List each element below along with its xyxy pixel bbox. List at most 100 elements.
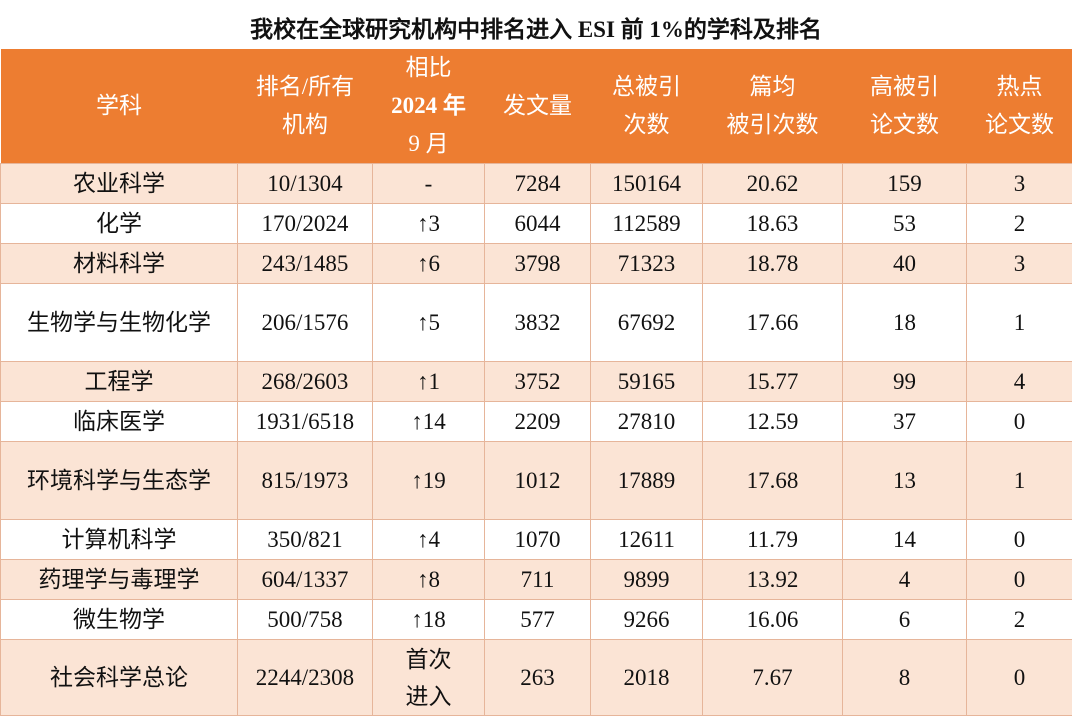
subject-cell: 药理学与毒理学 — [0, 559, 238, 600]
rank-cell: 268/2603 — [237, 361, 373, 402]
subject-cell: 社会科学总论 — [0, 639, 238, 716]
change-cell: ↑8 — [372, 559, 485, 600]
citations-cell: 17889 — [590, 441, 703, 520]
table-row: 计算机科学 350/821 ↑4 1070 12611 11.79 14 0 — [0, 519, 1072, 560]
papers-cell: 1012 — [484, 441, 591, 520]
papers-cell: 3798 — [484, 243, 591, 284]
citations-cell: 59165 — [590, 361, 703, 402]
citations-cell: 9266 — [590, 599, 703, 640]
citations-cell: 2018 — [590, 639, 703, 716]
table-row: 农业科学 10/1304-7284 150164 20.62 159 3 — [0, 163, 1072, 204]
hot-papers-cell: 2 — [966, 203, 1072, 244]
hot-papers-cell: 2 — [966, 599, 1072, 640]
subject-cell: 生物学与生物化学 — [0, 283, 238, 362]
papers-cell: 263 — [484, 639, 591, 716]
rank-cell: 10/1304 — [237, 163, 373, 204]
hot-papers-cell: 0 — [966, 401, 1072, 442]
highly-cited-cell: 40 — [842, 243, 967, 284]
subject-cell: 环境科学与生态学 — [0, 441, 238, 520]
cites-per-paper-cell: 7.67 — [702, 639, 843, 716]
citations-cell: 67692 — [590, 283, 703, 362]
header-hot-papers: 热点 论文数 — [966, 49, 1072, 164]
subject-cell: 农业科学 — [0, 163, 238, 204]
highly-cited-cell: 14 — [842, 519, 967, 560]
rank-cell: 170/2024 — [237, 203, 373, 244]
table-row: 社会科学总论 2244/2308 首次 进入 263 2018 7.67 8 0 — [0, 639, 1072, 716]
highly-cited-cell: 37 — [842, 401, 967, 442]
subject-cell: 工程学 — [0, 361, 238, 402]
header-row: 学科 排名/所有 机构 相比 2024 年 9 月 发文量 总被引 次数 篇均 … — [0, 49, 1072, 164]
rank-cell: 500/758 — [237, 599, 373, 640]
subject-cell: 计算机科学 — [0, 519, 238, 560]
rank-cell: 243/1485 — [237, 243, 373, 284]
change-cell: ↑18 — [372, 599, 485, 640]
highly-cited-cell: 53 — [842, 203, 967, 244]
header-papers: 发文量 — [484, 49, 591, 164]
hot-papers-cell: 0 — [966, 559, 1072, 600]
cites-per-paper-cell: 13.92 — [702, 559, 843, 600]
change-cell: ↑14 — [372, 401, 485, 442]
hot-papers-cell: 3 — [966, 163, 1072, 204]
rank-cell: 604/1337 — [237, 559, 373, 600]
table-row: 生物学与生物化学 206/1576 ↑5 3832 67692 17.66 18 1 — [0, 283, 1072, 362]
papers-cell: 577 — [484, 599, 591, 640]
highly-cited-cell: 18 — [842, 283, 967, 362]
table-title: 我校在全球研究机构中排名进入 ESI 前 1%的学科及排名 — [250, 17, 822, 42]
hot-papers-cell: 1 — [966, 441, 1072, 520]
highly-cited-cell: 159 — [842, 163, 967, 204]
papers-cell: 1070 — [484, 519, 591, 560]
table-row: 药理学与毒理学 604/1337 ↑8 711 9899 13.92 4 0 — [0, 559, 1072, 600]
papers-cell: 3752 — [484, 361, 591, 402]
highly-cited-cell: 8 — [842, 639, 967, 716]
cites-per-paper-cell: 16.06 — [702, 599, 843, 640]
citations-cell: 12611 — [590, 519, 703, 560]
subject-cell: 化学 — [0, 203, 238, 244]
rank-cell: 350/821 — [237, 519, 373, 560]
cites-per-paper-cell: 12.59 — [702, 401, 843, 442]
change-cell: ↑3 — [372, 203, 485, 244]
table-row: 化学 170/2024 ↑3 6044 112589 18.63 53 2 — [0, 203, 1072, 244]
change-cell: ↑1 — [372, 361, 485, 402]
papers-cell: 6044 — [484, 203, 591, 244]
cites-per-paper-cell: 18.63 — [702, 203, 843, 244]
citations-cell: 27810 — [590, 401, 703, 442]
cites-per-paper-cell: 17.66 — [702, 283, 843, 362]
rank-cell: 206/1576 — [237, 283, 373, 362]
citations-cell: 9899 — [590, 559, 703, 600]
subject-cell: 临床医学 — [0, 401, 238, 442]
cites-per-paper-cell: 18.78 — [702, 243, 843, 284]
header-cites-per-paper: 篇均 被引次数 — [702, 49, 843, 164]
papers-cell: 3832 — [484, 283, 591, 362]
table-row: 环境科学与生态学 815/1973 ↑19 1012 17889 17.68 13 1 — [0, 441, 1072, 520]
highly-cited-cell: 99 — [842, 361, 967, 402]
cites-per-paper-cell: 17.68 — [702, 441, 843, 520]
papers-cell: 7284 — [484, 163, 591, 204]
table-row: 临床医学 1931/6518 ↑14 2209 27810 12.59 37 0 — [0, 401, 1072, 442]
hot-papers-cell: 0 — [966, 519, 1072, 560]
hot-papers-cell: 1 — [966, 283, 1072, 362]
cites-per-paper-cell: 11.79 — [702, 519, 843, 560]
hot-papers-cell: 4 — [966, 361, 1072, 402]
header-subject: 学科 — [0, 49, 238, 164]
subject-cell: 材料科学 — [0, 243, 238, 284]
rank-cell: 815/1973 — [237, 441, 373, 520]
change-cell: ↑19 — [372, 441, 485, 520]
rank-cell: 1931/6518 — [237, 401, 373, 442]
highly-cited-cell: 4 — [842, 559, 967, 600]
citations-cell: 112589 — [590, 203, 703, 244]
hot-papers-cell: 3 — [966, 243, 1072, 284]
header-citations: 总被引 次数 — [590, 49, 703, 164]
table-row: 工程学 268/2603 ↑1 3752 59165 15.77 99 4 — [0, 361, 1072, 402]
citations-cell: 71323 — [590, 243, 703, 284]
change-cell: ↑5 — [372, 283, 485, 362]
hot-papers-cell: 0 — [966, 639, 1072, 716]
header-highly-cited: 高被引 论文数 — [842, 49, 967, 164]
highly-cited-cell: 13 — [842, 441, 967, 520]
table-row: 材料科学 243/1485 ↑6 3798 71323 18.78 40 3 — [0, 243, 1072, 284]
citations-cell: 150164 — [590, 163, 703, 204]
header-rank: 排名/所有 机构 — [237, 49, 373, 164]
papers-cell: 2209 — [484, 401, 591, 442]
change-cell: - — [372, 163, 485, 204]
change-cell: ↑6 — [372, 243, 485, 284]
cites-per-paper-cell: 15.77 — [702, 361, 843, 402]
